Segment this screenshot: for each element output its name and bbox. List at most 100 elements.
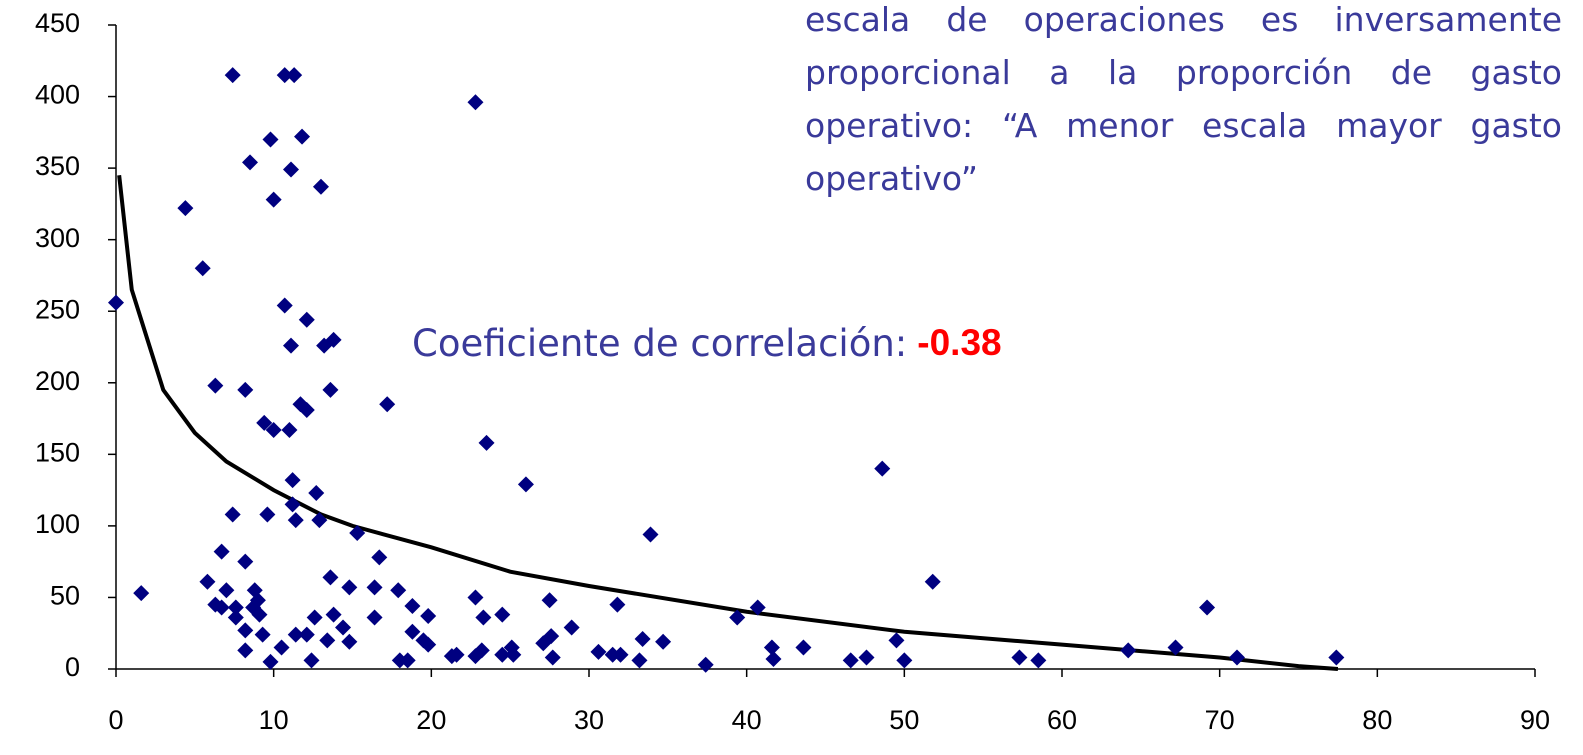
point bbox=[245, 599, 262, 616]
x-tick-label: 50 bbox=[889, 705, 919, 735]
point bbox=[207, 377, 224, 394]
point bbox=[322, 381, 339, 398]
x-tick-label: 40 bbox=[732, 705, 762, 735]
point bbox=[590, 643, 607, 660]
point bbox=[308, 484, 325, 501]
point bbox=[276, 67, 293, 84]
point bbox=[265, 191, 282, 208]
point bbox=[284, 472, 301, 489]
point bbox=[763, 639, 780, 656]
point bbox=[1328, 649, 1345, 666]
point bbox=[322, 569, 339, 586]
correlation: Coeficiente de correlación: -0.38 bbox=[412, 322, 1002, 365]
x-tick-label: 30 bbox=[574, 705, 604, 735]
trend-line bbox=[117, 175, 1339, 671]
y-tick-label: 300 bbox=[35, 223, 80, 253]
point bbox=[177, 200, 194, 217]
point bbox=[213, 599, 230, 616]
point bbox=[924, 573, 941, 590]
point bbox=[218, 582, 235, 599]
correlation-label: Coeficiente de correlación: bbox=[412, 322, 907, 365]
point bbox=[108, 294, 124, 311]
point bbox=[541, 592, 558, 609]
point bbox=[467, 589, 484, 606]
point bbox=[287, 512, 304, 529]
y-tick-label: 50 bbox=[50, 581, 80, 611]
point bbox=[494, 606, 511, 623]
point bbox=[133, 585, 150, 602]
point bbox=[642, 526, 659, 543]
point bbox=[237, 381, 254, 398]
point bbox=[475, 609, 492, 626]
point bbox=[224, 67, 241, 84]
x-tick-label: 20 bbox=[416, 705, 446, 735]
y-tick-label: 350 bbox=[35, 151, 80, 181]
point bbox=[256, 414, 273, 431]
point bbox=[517, 476, 534, 493]
point bbox=[399, 652, 416, 669]
point bbox=[448, 646, 465, 663]
point bbox=[896, 652, 913, 669]
point bbox=[1030, 652, 1047, 669]
y-tick-label: 400 bbox=[35, 80, 80, 110]
point bbox=[237, 642, 254, 659]
point bbox=[795, 639, 812, 656]
point bbox=[242, 154, 259, 171]
point bbox=[227, 609, 244, 626]
point bbox=[237, 553, 254, 570]
point bbox=[325, 606, 342, 623]
annotation: escala de operaciones es inversamente pr… bbox=[805, 0, 1562, 198]
point bbox=[341, 579, 358, 596]
y-tick-label: 450 bbox=[35, 8, 80, 38]
point bbox=[276, 297, 293, 314]
point bbox=[729, 609, 746, 626]
point bbox=[224, 506, 241, 523]
x-tick-label: 70 bbox=[1205, 705, 1235, 735]
point bbox=[319, 632, 336, 649]
point bbox=[494, 646, 511, 663]
point bbox=[467, 94, 484, 111]
annotation-box: escala de operaciones es inversamente pr… bbox=[805, 0, 1562, 198]
point bbox=[227, 599, 244, 616]
point bbox=[349, 525, 366, 542]
point bbox=[888, 632, 905, 649]
point bbox=[631, 652, 648, 669]
point bbox=[194, 260, 211, 277]
point bbox=[213, 543, 230, 560]
y-tick-label: 150 bbox=[35, 437, 80, 467]
x-tick-label: 90 bbox=[1520, 705, 1550, 735]
point bbox=[286, 67, 303, 84]
point bbox=[335, 619, 352, 636]
point bbox=[390, 582, 407, 599]
point bbox=[311, 512, 328, 529]
point bbox=[325, 331, 342, 348]
point bbox=[858, 649, 875, 666]
point bbox=[379, 396, 396, 413]
y-tick-label: 200 bbox=[35, 366, 80, 396]
point bbox=[249, 592, 266, 609]
point bbox=[366, 609, 383, 626]
point bbox=[1120, 642, 1137, 659]
point bbox=[1167, 639, 1184, 656]
correlation-value: -0.38 bbox=[917, 322, 1001, 363]
point bbox=[262, 653, 279, 670]
point bbox=[765, 650, 782, 667]
point bbox=[749, 599, 766, 616]
point bbox=[199, 573, 216, 590]
point bbox=[842, 652, 859, 669]
x-tick-label: 80 bbox=[1362, 705, 1392, 735]
point bbox=[298, 401, 315, 418]
point bbox=[1199, 599, 1216, 616]
point bbox=[273, 639, 290, 656]
point bbox=[697, 656, 714, 673]
point bbox=[371, 549, 388, 566]
point bbox=[283, 161, 300, 178]
point bbox=[655, 633, 672, 650]
point bbox=[473, 642, 490, 659]
point bbox=[1229, 649, 1246, 666]
point bbox=[312, 178, 329, 195]
y-tick-label: 100 bbox=[35, 509, 80, 539]
point bbox=[366, 579, 383, 596]
y-tick-label: 0 bbox=[65, 652, 80, 682]
